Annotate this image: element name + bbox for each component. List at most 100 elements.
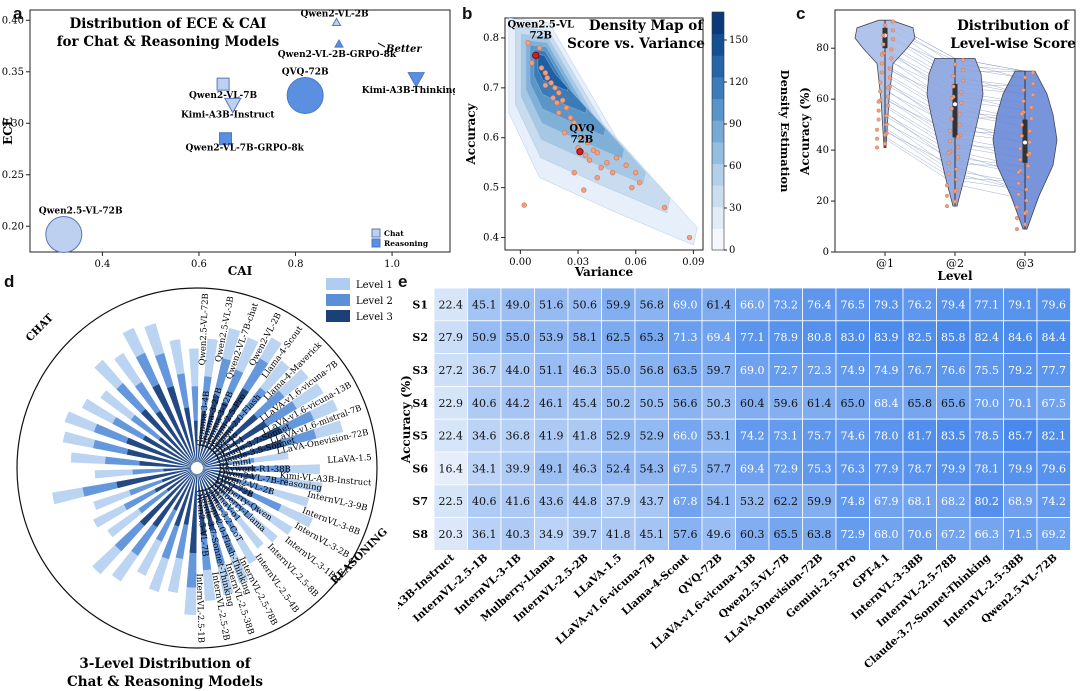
radial-bar-label: InternVL-2.5-1B (194, 573, 206, 643)
better-arrow (377, 42, 386, 48)
radial-bar-level-3 (200, 472, 220, 495)
data-point (876, 117, 881, 122)
data-point (594, 150, 600, 156)
heatmap-cell (902, 517, 937, 551)
heatmap-cell (634, 517, 669, 551)
heatmap-cell (1036, 517, 1071, 551)
data-point (561, 130, 568, 136)
cell-value: 45.1 (472, 298, 497, 311)
cell-value: 70.0 (975, 397, 1000, 410)
data-point (1024, 198, 1029, 203)
cell-value: 63.8 (807, 528, 832, 541)
radial-bar-level-3 (201, 471, 232, 492)
heatmap-cell (701, 418, 736, 453)
data-point (889, 47, 894, 52)
heatmap-cell (768, 386, 803, 420)
radial-bar-chart: Gemma-3-4BGemma-3-27BGemma-3-12BGemini-2… (16, 278, 393, 690)
data-point (633, 169, 639, 176)
data-point (882, 132, 887, 137)
colorbar-segment (712, 98, 724, 121)
data-point (590, 147, 597, 153)
heatmap-cell (768, 484, 803, 519)
y-tick-label: 0.35 (2, 67, 24, 78)
cell-value: 65.6 (941, 397, 966, 410)
cell-value: 50.2 (606, 397, 631, 410)
y-axis-label: Accuracy (%) (399, 375, 413, 464)
heatmap-cell (936, 386, 971, 420)
radial-bar-label: Skywork-R1-38B (219, 464, 291, 475)
data-point (946, 161, 951, 166)
data-point (884, 122, 889, 127)
data-point (556, 90, 562, 96)
cell-value: 58.1 (573, 331, 598, 344)
data-point (1014, 204, 1019, 209)
heatmap-cell (433, 353, 468, 387)
panel-label-e: e (398, 272, 408, 291)
heatmap-cell (534, 320, 569, 354)
heatmap-cell (433, 320, 468, 354)
data-point (881, 42, 886, 47)
cell-value: 67.9 (874, 495, 899, 508)
cell-value: 84.6 (1008, 331, 1033, 344)
radial-bar-level-3 (202, 426, 283, 466)
radial-bar-level-3 (200, 417, 241, 464)
radial-bar-level-3 (173, 473, 195, 511)
outer-ring (16, 287, 378, 649)
cell-value: 66.0 (740, 298, 765, 311)
cell-value: 41.8 (606, 528, 631, 541)
heatmap-cell (634, 386, 669, 420)
data-point (946, 150, 951, 155)
data-point (604, 159, 610, 166)
data-point (586, 157, 593, 163)
data-point (952, 62, 957, 67)
heatmap-cell (802, 320, 837, 354)
cell-value: 69.4 (740, 462, 765, 475)
cell-value: 77.9 (874, 462, 899, 475)
heatmap-cell (1036, 418, 1071, 453)
heatmap-cell (802, 451, 837, 486)
chart-title: Density Map of (589, 18, 704, 34)
data-point (581, 187, 587, 193)
cell-value: 69.0 (673, 298, 698, 311)
heatmap-cell (835, 353, 870, 387)
heatmap-cell (701, 353, 736, 387)
cell-value: 68.1 (908, 495, 933, 508)
data-point (957, 112, 962, 117)
data-point (890, 37, 895, 42)
cell-value: 80.8 (807, 331, 832, 344)
radial-bar-level-3 (202, 466, 255, 471)
radial-bar-level-3 (126, 437, 192, 467)
point-label: Kimi-A3B-Thinking (362, 86, 455, 96)
cell-value: 78.7 (908, 462, 933, 475)
data-point (949, 106, 954, 111)
radial-bar-level-3 (202, 462, 229, 468)
panel-label-d: d (4, 272, 15, 291)
colorbar-tick-label: 90 (729, 119, 742, 130)
legend-swatch-level-3 (326, 310, 350, 322)
heatmap-cell (902, 386, 937, 420)
heatmap-cell (869, 451, 904, 486)
cell-value: 56.8 (640, 364, 665, 377)
cell-value: 76.2 (908, 298, 933, 311)
data-point (629, 184, 635, 191)
density-contour-level-7 (537, 54, 569, 92)
y-tick-label: 0.7 (483, 83, 499, 94)
point-kimi-a3b-thinking (407, 72, 426, 89)
heatmap-cell (500, 386, 535, 420)
legend-label-level-1: Level 1 (356, 280, 393, 291)
cell-value: 49.1 (539, 462, 564, 475)
cell-value: 85.7 (1008, 430, 1033, 443)
colorbar-segment (712, 76, 724, 100)
legend-swatch-chat (371, 228, 381, 238)
radial-bar-level-3 (142, 435, 192, 466)
cell-value: 53.9 (539, 331, 564, 344)
y-axis-label: Accuracy (464, 102, 478, 165)
data-point (886, 85, 891, 90)
data-point (594, 174, 600, 181)
violin-median (953, 102, 957, 107)
cell-value: 66.3 (975, 528, 1000, 541)
cell-value: 53.2 (740, 495, 765, 508)
cell-value: 78.0 (874, 430, 899, 443)
heatmap-cell (1036, 287, 1071, 322)
